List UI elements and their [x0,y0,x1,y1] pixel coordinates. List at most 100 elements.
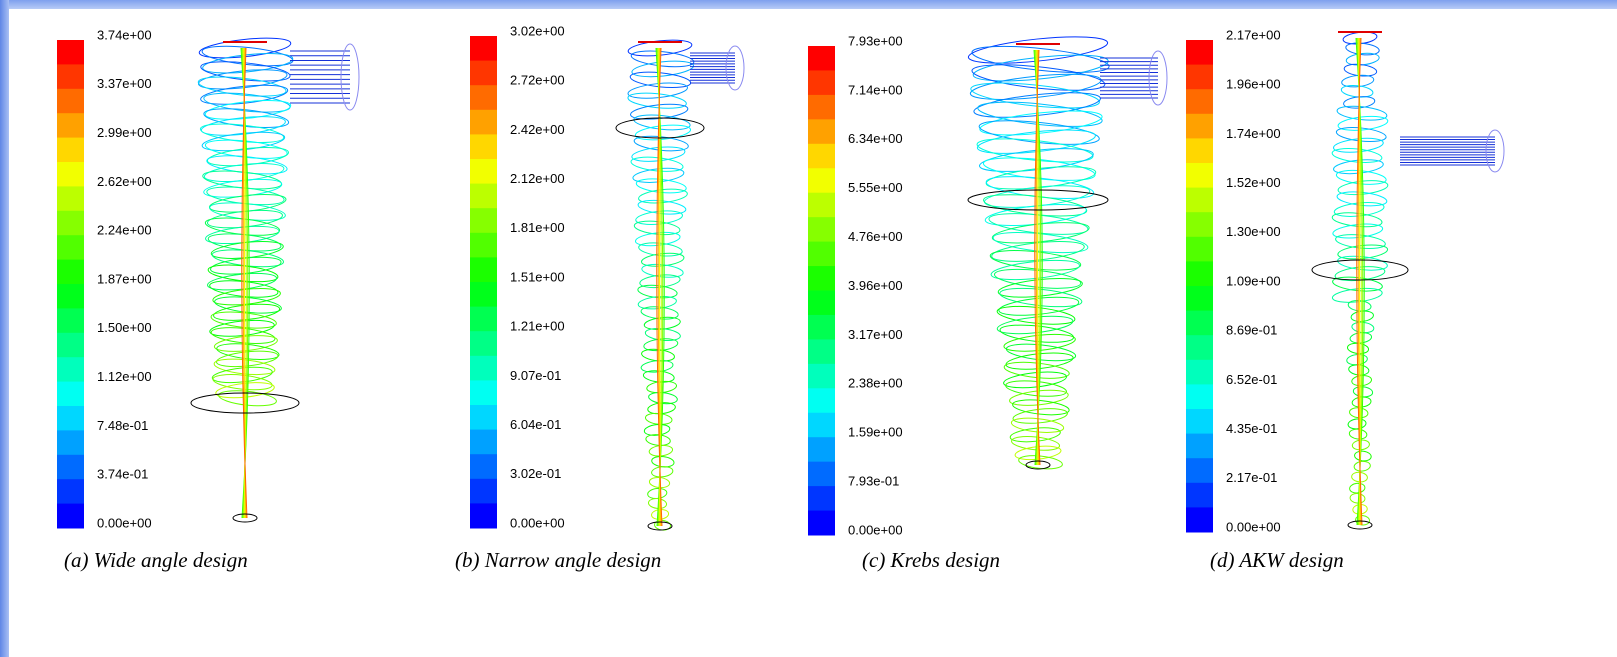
streamline [1347,418,1367,430]
colorbar-band [1186,482,1213,508]
streamline [1335,234,1386,250]
caption: (a) Wide angle design [64,548,248,572]
colorbar-band [57,332,84,358]
colorbar-band [470,60,497,86]
colorbar-band [808,143,835,169]
colorbar-band [808,290,835,316]
colorbar-band [1186,163,1213,189]
core-streamline [241,47,248,519]
colorbar-band [470,454,497,480]
panel: 3.74e+00 3.37e+00 2.99e+00 2.62e+00 2.24e+00… [57,27,360,572]
colorbar-label: 2.24e+00 [97,223,152,238]
colorbar-band [470,503,497,529]
colorbar-band [57,479,84,505]
colorbar-band [57,235,84,261]
streamline [640,306,679,320]
inlet-outline [340,43,360,111]
streamlines [190,37,360,523]
colorbar-band [1186,64,1213,90]
colorbar-band [470,183,497,209]
colorbar-band [1186,359,1213,385]
streamline [972,54,1109,82]
ring [967,189,1109,211]
colorbar-band [57,210,84,236]
streamline [991,222,1090,244]
colorbar-band [1186,261,1213,287]
colorbar-label: 1.87e+00 [97,271,152,286]
colorbar-band [470,429,497,455]
streamline [204,100,292,120]
streamlines [1311,31,1505,530]
streamline [1336,105,1388,121]
colorbar-band [470,232,497,258]
artwork: 3.74e+00 3.37e+00 2.99e+00 2.62e+00 2.24e+00… [57,23,1505,572]
colorbar-label: 1.50e+00 [97,320,152,335]
streamlines [967,36,1168,470]
caption: (b) Narrow angle design [455,548,661,572]
streamline [631,60,694,78]
colorbar-label: 6.04e-01 [510,417,561,432]
colorbar-label: 3.74e+00 [97,27,152,42]
colorbar-label: 1.09e+00 [1226,273,1281,288]
colorbar-band [470,380,497,406]
apex [647,521,673,531]
colorbar-band [808,192,835,218]
colorbar-band [808,363,835,389]
streamline [202,53,294,74]
streamline [1353,460,1371,472]
streamline [1009,427,1061,443]
colorbar-label: 6.52e-01 [1226,372,1277,387]
colorbar-band [57,284,84,309]
streamline [1354,450,1372,462]
streamline [970,82,1100,109]
colorbar-label: 3.17e+00 [848,327,903,342]
colorbar-band [808,94,835,120]
colorbar-band [808,437,835,463]
colorbar-label: 1.81e+00 [510,220,565,235]
left-border [0,0,9,657]
streamline [199,123,285,143]
colorbar-label: 3.37e+00 [97,76,152,91]
colorbar-label: 1.96e+00 [1226,77,1281,92]
inlet-outline [1148,50,1168,106]
colorbar-label: 1.21e+00 [510,319,565,334]
streamline [206,146,289,167]
colorbar-band [470,306,497,332]
colorbar-band [1186,187,1213,213]
colorbar-band [470,478,497,504]
colorbar-label: 4.76e+00 [848,229,903,244]
colorbar-band [808,168,835,194]
colorbar-label: 5.55e+00 [848,180,903,195]
colorbar-band [808,46,835,71]
streamline [647,498,668,510]
streamline [209,319,275,337]
colorbar-band [470,355,497,381]
colorbar-band [470,208,497,234]
colorbar-band [57,88,84,114]
colorbar-label: 4.35e-01 [1226,421,1277,436]
colorbar-label: 2.17e-01 [1226,470,1277,485]
streamline [1345,42,1380,56]
streamline [971,45,1110,73]
colorbar-label: 0.00e+00 [510,515,565,530]
apex [1025,460,1051,470]
streamline [1018,455,1063,470]
colorbar-band [1186,433,1213,459]
colorbar-band [808,70,835,96]
streamline [967,36,1109,64]
colorbar-band [57,259,84,285]
streamline [1012,399,1070,416]
streamline [1347,342,1370,355]
colorbar-label: 1.52e+00 [1226,175,1281,190]
colorbar-label: 0.00e+00 [848,522,903,537]
streamline [1341,74,1375,88]
colorbar-band [808,339,835,365]
inlet-outline [725,45,745,91]
colorbar-band [470,36,497,62]
colorbar-label: 3.96e+00 [848,278,903,293]
colorbar-band [57,137,84,163]
colorbar-label: 7.93e+00 [848,33,903,48]
colorbar-band [808,388,835,414]
streamline [651,466,674,478]
colorbar-band [1186,507,1213,533]
